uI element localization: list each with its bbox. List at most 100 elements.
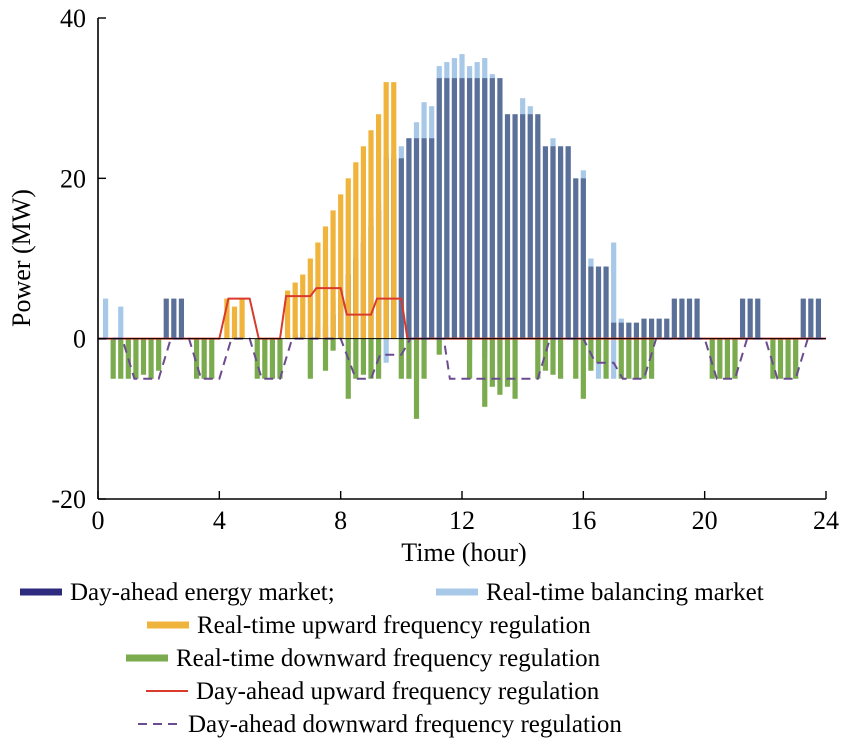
day-ahead-energy-market-bar bbox=[747, 298, 753, 339]
day-ahead-energy-market-bar bbox=[171, 298, 177, 339]
legend-day-ahead-energy-market-label: Day-ahead energy market; bbox=[70, 579, 335, 606]
real-time-upward-frequency-regulation-bar bbox=[338, 194, 344, 339]
real-time-downward-frequency-regulation-bar bbox=[770, 338, 776, 379]
day-ahead-energy-market-bar bbox=[482, 78, 488, 339]
day-ahead-energy-market-bar bbox=[520, 114, 526, 339]
y-tick-label: 0 bbox=[73, 325, 86, 354]
real-time-upward-frequency-regulation-bar bbox=[300, 274, 306, 339]
real-time-upward-frequency-regulation-bar bbox=[322, 226, 329, 339]
legend-real-time-downward-frequency-regulation-label: Real-time downward frequency regulation bbox=[176, 645, 601, 672]
real-time-downward-frequency-regulation-bar bbox=[777, 338, 784, 379]
real-time-upward-frequency-regulation-bar bbox=[307, 258, 313, 339]
real-time-downward-frequency-regulation-bar bbox=[717, 338, 723, 379]
real-time-downward-frequency-regulation-bar bbox=[497, 338, 503, 395]
day-ahead-energy-market-bar bbox=[618, 322, 624, 339]
real-time-balancing-market-bar bbox=[611, 338, 617, 379]
real-time-upward-frequency-regulation-bar bbox=[239, 298, 245, 339]
day-ahead-energy-market-bar bbox=[178, 298, 185, 339]
day-ahead-energy-market-bar bbox=[557, 146, 564, 339]
real-time-downward-frequency-regulation-bar bbox=[209, 338, 215, 379]
real-time-downward-frequency-regulation-bar bbox=[140, 338, 147, 375]
day-ahead-energy-market-bar bbox=[406, 138, 412, 339]
day-ahead-energy-market-bar bbox=[611, 322, 617, 339]
day-ahead-energy-market-bar bbox=[497, 78, 503, 339]
y-tick-label: 20 bbox=[60, 164, 86, 193]
real-time-downward-frequency-regulation-bar bbox=[550, 338, 556, 375]
real-time-upward-frequency-regulation-bar bbox=[284, 290, 291, 339]
x-tick-label: 16 bbox=[570, 506, 596, 535]
real-time-downward-frequency-regulation-bar bbox=[277, 338, 283, 379]
real-time-downward-frequency-regulation-bar bbox=[535, 338, 541, 379]
day-ahead-energy-market-bar bbox=[739, 298, 746, 339]
real-time-downward-frequency-regulation-bar bbox=[421, 338, 427, 379]
y-tick-label: -20 bbox=[51, 485, 86, 514]
legend-day-ahead-upward-frequency-regulation-label: Day-ahead upward frequency regulation bbox=[196, 678, 600, 705]
day-ahead-energy-market-bar bbox=[755, 298, 761, 339]
legend-real-time-upward-frequency-regulation-label: Real-time upward frequency regulation bbox=[197, 612, 591, 639]
real-time-upward-frequency-regulation-bar bbox=[368, 130, 374, 339]
real-time-downward-frequency-regulation-bar bbox=[504, 338, 511, 387]
real-time-upward-frequency-regulation-bar bbox=[360, 146, 367, 339]
real-time-downward-frequency-regulation-bar bbox=[398, 338, 404, 379]
day-ahead-downward-frequency-regulation-line bbox=[98, 337, 826, 380]
real-time-downward-frequency-regulation-bar bbox=[436, 338, 442, 355]
day-ahead-upward-frequency-regulation-line bbox=[98, 287, 826, 340]
day-ahead-energy-market-bar bbox=[686, 298, 693, 339]
real-time-downward-frequency-regulation-bar bbox=[110, 338, 116, 379]
real-time-balancing-market-bar bbox=[102, 298, 109, 339]
legend-day-ahead-downward-frequency-regulation-label: Day-ahead downward frequency regulation bbox=[188, 711, 622, 738]
day-ahead-energy-market-bar bbox=[398, 158, 404, 339]
real-time-upward-frequency-regulation-bar bbox=[231, 306, 238, 339]
real-time-upward-frequency-regulation-bar bbox=[353, 162, 359, 339]
real-time-downward-frequency-regulation-bar bbox=[542, 338, 549, 371]
day-ahead-energy-market-bar bbox=[603, 266, 609, 339]
day-ahead-energy-market-bar bbox=[808, 298, 814, 339]
day-ahead-energy-market-bar bbox=[565, 146, 571, 339]
day-ahead-energy-market-bar bbox=[413, 138, 420, 339]
day-ahead-energy-market-bar bbox=[580, 178, 586, 339]
x-tick-label: 0 bbox=[92, 506, 105, 535]
legend-layer: Day-ahead energy market; Real-time balanc… bbox=[20, 579, 764, 738]
real-time-downward-frequency-regulation-bar bbox=[148, 338, 154, 379]
day-ahead-energy-market-bar bbox=[163, 298, 169, 339]
real-time-downward-frequency-regulation-bar bbox=[573, 338, 579, 379]
real-time-upward-frequency-regulation-bar bbox=[292, 282, 298, 339]
real-time-upward-frequency-regulation-bar bbox=[383, 82, 389, 339]
real-time-downward-frequency-regulation-bar bbox=[307, 338, 313, 379]
real-time-balancing-market-bar bbox=[383, 338, 389, 363]
day-ahead-energy-market-bar bbox=[459, 78, 465, 339]
real-time-downward-frequency-regulation-bar bbox=[322, 338, 329, 371]
real-time-downward-frequency-regulation-bar bbox=[368, 338, 374, 379]
lines-layer bbox=[98, 287, 826, 380]
day-ahead-energy-market-bar bbox=[429, 138, 435, 339]
day-ahead-energy-market-bar bbox=[573, 178, 579, 339]
real-time-upward-frequency-regulation-bar bbox=[391, 82, 397, 339]
real-time-downward-frequency-regulation-bar bbox=[201, 338, 207, 379]
real-time-upward-frequency-regulation-bar bbox=[330, 210, 336, 339]
day-ahead-energy-market-bar bbox=[815, 298, 822, 339]
day-ahead-energy-market-bar bbox=[800, 298, 806, 339]
real-time-downward-frequency-regulation-bar bbox=[785, 338, 791, 379]
y-axis-title: Power (MW) bbox=[7, 189, 36, 327]
x-tick-label: 4 bbox=[213, 506, 226, 535]
real-time-upward-frequency-regulation-bar bbox=[315, 242, 321, 339]
real-time-downward-frequency-regulation-bar bbox=[345, 338, 351, 399]
real-time-downward-frequency-regulation-bar bbox=[595, 338, 602, 363]
day-ahead-energy-market-bar bbox=[626, 322, 632, 339]
day-ahead-energy-market-bar bbox=[671, 298, 677, 339]
real-time-downward-frequency-regulation-bar bbox=[580, 338, 586, 399]
legend-real-time-balancing-market-label: Real-time balancing market bbox=[486, 579, 764, 606]
x-tick-label: 8 bbox=[334, 506, 347, 535]
x-tick-label: 12 bbox=[449, 506, 475, 535]
day-ahead-energy-market-bar bbox=[664, 318, 670, 339]
real-time-downward-frequency-regulation-bar bbox=[466, 338, 473, 379]
real-time-upward-frequency-regulation-bar bbox=[224, 298, 230, 339]
real-time-downward-frequency-regulation-bar bbox=[330, 338, 336, 351]
real-time-downward-frequency-regulation-bar bbox=[724, 338, 731, 379]
real-time-downward-frequency-regulation-bar bbox=[406, 338, 412, 379]
real-time-downward-frequency-regulation-bar bbox=[633, 338, 640, 379]
real-time-upward-frequency-regulation-bar bbox=[345, 178, 351, 339]
